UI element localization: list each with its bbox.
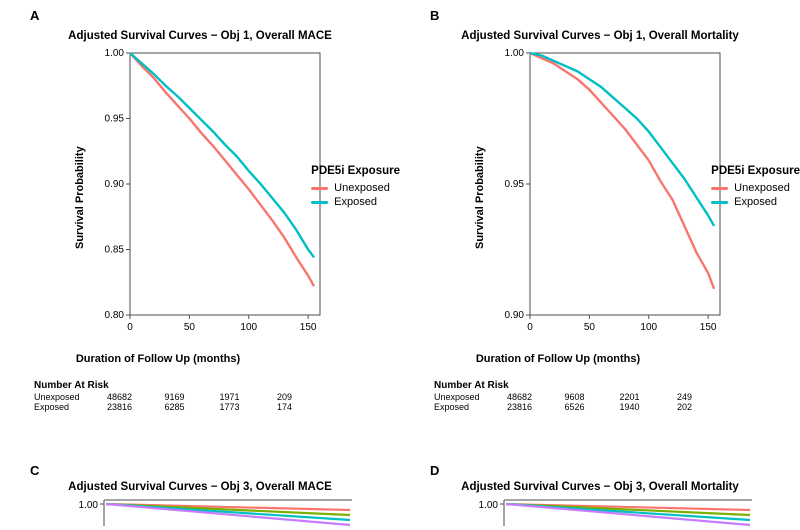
legend-label-exposed: Exposed — [334, 196, 377, 208]
panel-letter-d: D — [430, 463, 439, 478]
svg-text:0.90: 0.90 — [105, 179, 125, 190]
panel-d: D Adjusted Survival Curves − Obj 3, Over… — [400, 455, 800, 530]
svg-text:50: 50 — [584, 322, 596, 333]
chart-box-b: Survival Probability 0.90 0.95 1.00 0 50 100 1… — [406, 45, 794, 350]
risk-cell: 2201 — [602, 392, 657, 402]
risk-title-b: Number At Risk — [434, 380, 794, 391]
svg-text:0.85: 0.85 — [105, 245, 125, 256]
panel-letter-a: A — [30, 8, 39, 23]
legend-swatch-unexposed-b — [711, 187, 728, 190]
risk-cell: 1940 — [602, 402, 657, 412]
survival-plot-d-crop: 1.00 — [466, 496, 756, 526]
legend-title-b: PDE5i Exposure — [711, 165, 800, 177]
plot-title-a: Adjusted Survival Curves − Obj 1, Overal… — [6, 30, 394, 42]
legend-item-exposed: Exposed — [311, 196, 400, 208]
risk-title-a: Number At Risk — [34, 380, 394, 391]
top-row: A Adjusted Survival Curves − Obj 1, Over… — [0, 0, 800, 455]
legend-title-a: PDE5i Exposure — [311, 165, 400, 177]
legend-swatch-exposed — [311, 201, 328, 204]
y-axis-label-b: Survival Probability — [472, 45, 488, 350]
svg-text:1.00: 1.00 — [79, 500, 99, 511]
risk-label: Exposed — [434, 402, 492, 412]
risk-table-a: Number At Risk Unexposed4868291691971209… — [34, 380, 394, 412]
svg-text:0.90: 0.90 — [505, 310, 525, 321]
risk-cell: 48682 — [92, 392, 147, 402]
panel-letter-b: B — [430, 8, 439, 23]
risk-cell: 9608 — [547, 392, 602, 402]
survival-plot-c-crop: 1.00 — [66, 496, 356, 526]
legend-swatch-unexposed — [311, 187, 328, 190]
svg-text:1.00: 1.00 — [479, 500, 499, 511]
legend-label-unexposed-b: Unexposed — [734, 182, 790, 194]
survival-plot-a: 0.80 0.85 0.90 0.95 1.00 0 50 100 150 — [88, 45, 328, 345]
legend-b: PDE5i Exposure Unexposed Exposed — [711, 165, 800, 210]
risk-cell: 1971 — [202, 392, 257, 402]
risk-cell: 174 — [257, 402, 312, 412]
risk-row: Unexposed4868296082201249 — [434, 392, 794, 402]
risk-label: Unexposed — [434, 392, 492, 402]
svg-text:50: 50 — [184, 322, 196, 333]
legend-a: PDE5i Exposure Unexposed Exposed — [311, 165, 400, 210]
survival-plot-b: 0.90 0.95 1.00 0 50 100 150 — [488, 45, 728, 345]
svg-text:150: 150 — [300, 322, 317, 333]
svg-text:0: 0 — [127, 322, 133, 333]
risk-cell: 48682 — [492, 392, 547, 402]
panel-b: B Adjusted Survival Curves − Obj 1, Over… — [400, 0, 800, 455]
svg-text:1.00: 1.00 — [105, 48, 125, 59]
svg-text:0.80: 0.80 — [105, 310, 125, 321]
legend-label-exposed-b: Exposed — [734, 196, 777, 208]
svg-text:100: 100 — [240, 322, 257, 333]
legend-item-exposed-b: Exposed — [711, 196, 800, 208]
risk-cell: 23816 — [92, 402, 147, 412]
legend-swatch-exposed-b — [711, 201, 728, 204]
legend-item-unexposed: Unexposed — [311, 182, 400, 194]
svg-wrap-a: 0.80 0.85 0.90 0.95 1.00 0 50 100 150 — [88, 45, 328, 350]
risk-cell: 9169 — [147, 392, 202, 402]
risk-cell: 202 — [657, 402, 712, 412]
risk-cell: 249 — [657, 392, 712, 402]
risk-cell: 6526 — [547, 402, 602, 412]
risk-row: Unexposed4868291691971209 — [34, 392, 394, 402]
risk-cell: 23816 — [492, 402, 547, 412]
risk-row: Exposed2381662851773174 — [34, 402, 394, 412]
y-axis-label-a: Survival Probability — [72, 45, 88, 350]
x-axis-label-b: Duration of Follow Up (months) — [448, 353, 668, 365]
risk-cell: 209 — [257, 392, 312, 402]
svg-wrap-b: 0.90 0.95 1.00 0 50 100 150 — [488, 45, 728, 350]
legend-item-unexposed-b: Unexposed — [711, 182, 800, 194]
svg-text:100: 100 — [640, 322, 657, 333]
svg-text:1.00: 1.00 — [505, 48, 525, 59]
plot-title-d: Adjusted Survival Curves − Obj 3, Overal… — [406, 481, 794, 493]
risk-row: Exposed2381665261940202 — [434, 402, 794, 412]
panel-c: C Adjusted Survival Curves − Obj 3, Over… — [0, 455, 400, 530]
risk-label: Unexposed — [34, 392, 92, 402]
plot-title-b: Adjusted Survival Curves − Obj 1, Overal… — [406, 30, 794, 42]
risk-label: Exposed — [34, 402, 92, 412]
chart-box-a: Survival Probability 0.80 0.85 0.90 0.95 1.0… — [6, 45, 394, 350]
risk-table-b: Number At Risk Unexposed4868296082201249… — [434, 380, 794, 412]
panel-a: A Adjusted Survival Curves − Obj 1, Over… — [0, 0, 400, 455]
svg-text:0.95: 0.95 — [505, 179, 525, 190]
x-axis-label-a: Duration of Follow Up (months) — [48, 353, 268, 365]
figure-container: A Adjusted Survival Curves − Obj 1, Over… — [0, 0, 800, 530]
svg-text:0: 0 — [527, 322, 533, 333]
plot-title-c: Adjusted Survival Curves − Obj 3, Overal… — [6, 481, 394, 493]
risk-cell: 1773 — [202, 402, 257, 412]
bottom-row: C Adjusted Survival Curves − Obj 3, Over… — [0, 455, 800, 530]
svg-text:150: 150 — [700, 322, 717, 333]
legend-label-unexposed: Unexposed — [334, 182, 390, 194]
risk-cell: 6285 — [147, 402, 202, 412]
svg-text:0.95: 0.95 — [105, 114, 125, 125]
panel-letter-c: C — [30, 463, 39, 478]
